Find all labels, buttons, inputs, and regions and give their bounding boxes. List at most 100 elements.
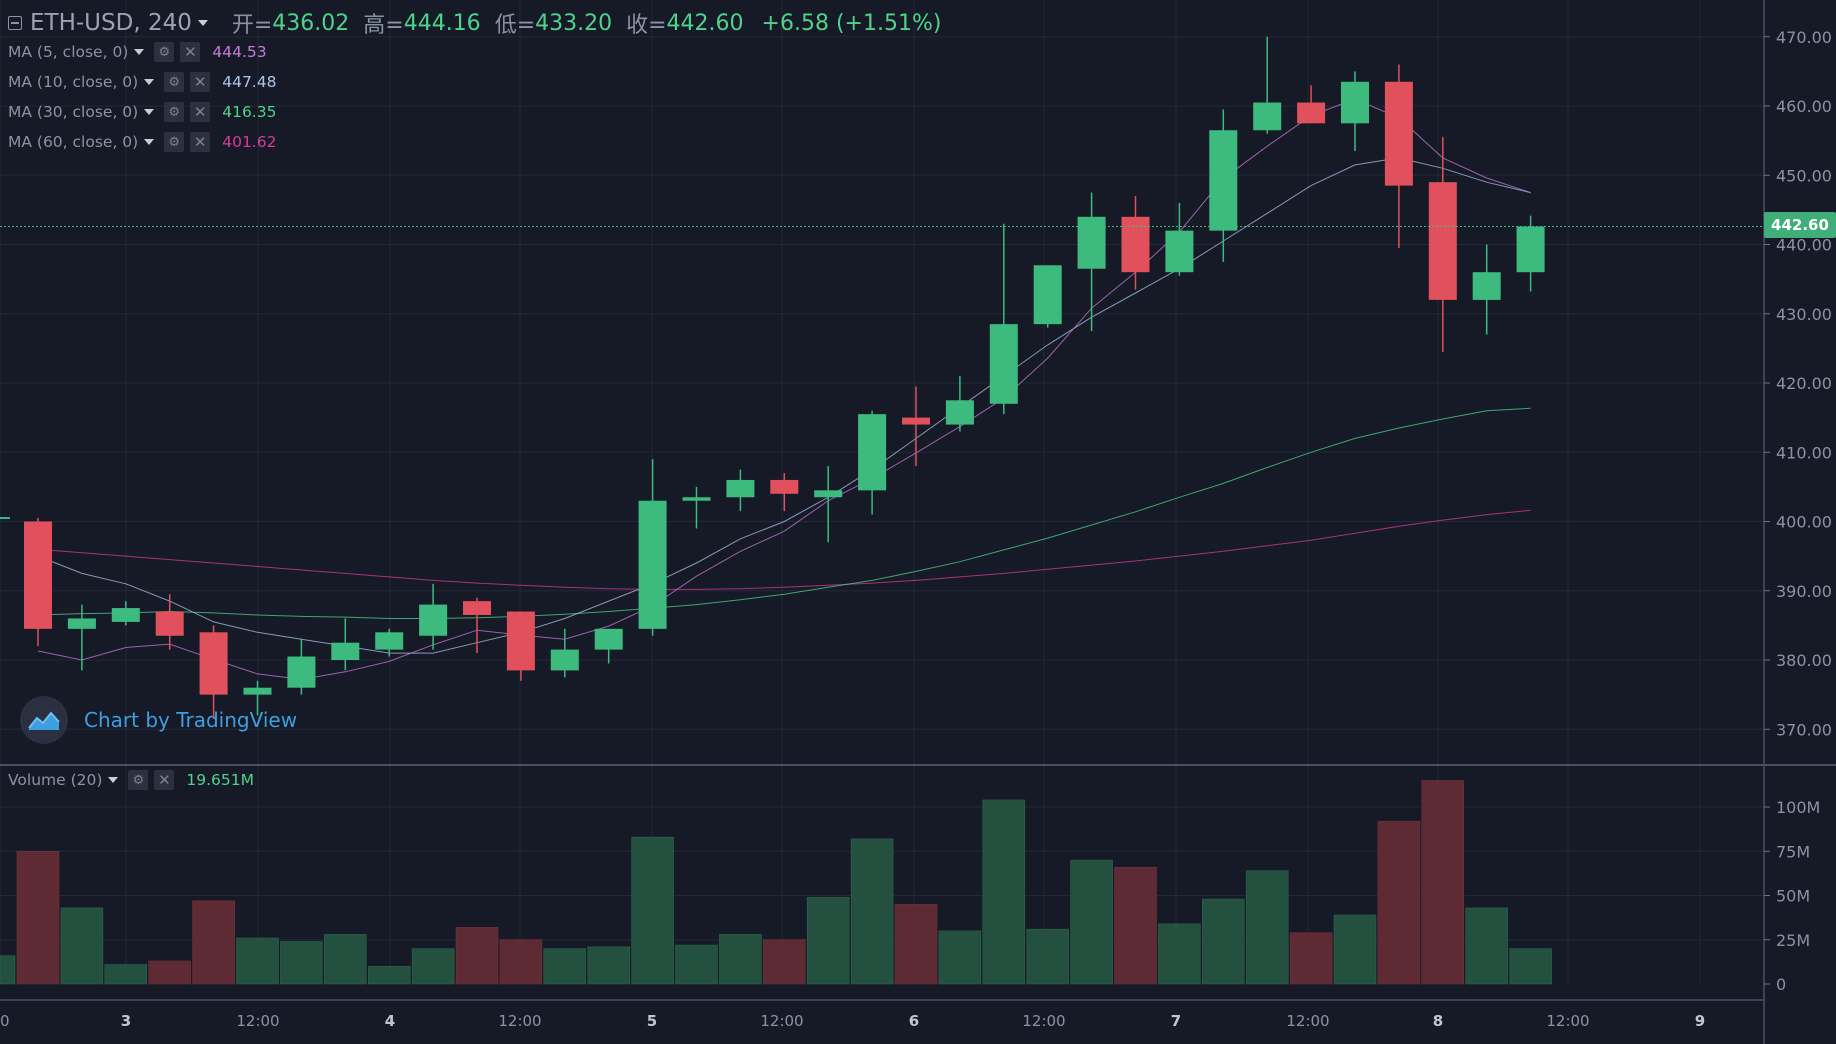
indicator-ma30[interactable]: MA (30, close, 0) ⚙ ✕ 416.35 [8, 100, 276, 124]
candle-body [814, 490, 843, 498]
candle [331, 618, 360, 671]
gear-icon[interactable]: ⚙ [164, 132, 185, 152]
low-label: 低= [494, 13, 536, 38]
volume-bar [719, 934, 762, 985]
candle [1297, 85, 1326, 124]
time-axis-label: 12:00 [1286, 1012, 1329, 1030]
close-icon[interactable]: ✕ [190, 72, 211, 92]
price-axis-label: 410.00 [1776, 443, 1832, 462]
high-value: 444.16 [403, 10, 481, 36]
collapse-legend-icon[interactable] [8, 16, 22, 30]
gear-icon[interactable]: ⚙ [154, 42, 175, 62]
volume-legend[interactable]: Volume (20) ⚙ ✕ 19.651M [8, 768, 254, 792]
candle [814, 466, 843, 543]
volume-bar [104, 964, 148, 985]
gear-icon[interactable]: ⚙ [128, 770, 149, 790]
candle-body [1253, 102, 1282, 131]
chevron-down-icon[interactable] [144, 79, 155, 85]
volume-bar [587, 946, 630, 985]
volume-bar [894, 904, 938, 985]
symbol-label[interactable]: ETH-USD, 240 [30, 10, 192, 36]
price-axis-label: 400.00 [1776, 513, 1832, 532]
candle-body [24, 521, 52, 629]
volume-bar [0, 955, 16, 985]
indicator-ma5[interactable]: MA (5, close, 0) ⚙ ✕ 444.53 [8, 40, 267, 64]
candle [506, 611, 535, 681]
open-label: 开= [231, 13, 273, 38]
ma60-line [37, 509, 1531, 590]
tradingview-logo-icon [20, 696, 68, 744]
time-axis-label: 6 [909, 1012, 919, 1030]
candle [199, 625, 228, 719]
gear-icon[interactable]: ⚙ [164, 72, 185, 92]
indicator-value: 416.35 [222, 103, 277, 121]
close-icon[interactable]: ✕ [154, 770, 175, 790]
close-icon[interactable]: ✕ [190, 132, 211, 152]
candle [945, 376, 974, 432]
indicator-ma10[interactable]: MA (10, close, 0) ⚙ ✕ 447.48 [8, 70, 276, 94]
volume-bar [367, 966, 411, 985]
indicator-label[interactable]: MA (5, close, 0) [8, 43, 129, 61]
candle-body [945, 400, 974, 425]
price-axis-label: 380.00 [1776, 651, 1832, 670]
candle [463, 597, 491, 654]
volume-axis-label: 75M [1776, 842, 1810, 861]
price-axis-label: 440.00 [1776, 236, 1832, 255]
candle [550, 628, 579, 678]
volume-bar [938, 930, 982, 985]
candle-body [463, 601, 491, 615]
time-axis-label: 8 [1433, 1012, 1443, 1030]
candle [1472, 244, 1501, 335]
tradingview-watermark[interactable]: Chart by TradingView [20, 696, 297, 744]
volume-bar [1158, 923, 1201, 985]
indicator-ma60[interactable]: MA (60, close, 0) ⚙ ✕ 401.62 [8, 130, 276, 154]
watermark-text[interactable]: Chart by TradingView [84, 708, 298, 732]
chevron-down-icon[interactable] [134, 49, 145, 55]
indicator-label[interactable]: MA (60, close, 0) [8, 133, 139, 151]
symbol-dropdown-icon[interactable] [197, 20, 208, 26]
candle [419, 583, 448, 650]
close-icon[interactable]: ✕ [190, 102, 211, 122]
candle-body [1121, 216, 1150, 273]
indicator-label[interactable]: MA (30, close, 0) [8, 103, 139, 121]
price-axis-label: 450.00 [1776, 166, 1832, 185]
candle-body [419, 604, 448, 636]
chevron-down-icon[interactable] [144, 109, 155, 115]
time-axis-label: 12:00 [236, 1012, 279, 1030]
volume-bar [1245, 870, 1289, 985]
candle [682, 486, 711, 529]
volume-bar [1114, 866, 1157, 985]
close-icon[interactable]: ✕ [180, 42, 201, 62]
candle-body [1033, 265, 1062, 325]
volume-bar [1509, 948, 1552, 985]
candle [1384, 64, 1413, 248]
candle [638, 459, 667, 636]
candle [989, 223, 1018, 415]
time-axis-label: 12:00 [1546, 1012, 1589, 1030]
volume-bar [1421, 780, 1465, 985]
candle [858, 410, 887, 515]
time-axis-label: 00 [0, 1012, 10, 1030]
volume-bar [806, 897, 850, 985]
candle-body [726, 479, 755, 498]
price-axis-label: 470.00 [1776, 28, 1832, 47]
chevron-down-icon[interactable] [144, 139, 155, 145]
indicator-value: 444.53 [212, 43, 267, 61]
candle-body [111, 608, 140, 622]
candle-body [1516, 226, 1545, 273]
volume-bar [280, 941, 323, 985]
indicator-label[interactable]: MA (10, close, 0) [8, 73, 139, 91]
candle-body [594, 628, 623, 650]
gear-icon[interactable]: ⚙ [164, 102, 185, 122]
candle-body [902, 417, 930, 425]
chevron-down-icon[interactable] [108, 777, 119, 783]
volume-label[interactable]: Volume (20) [8, 771, 103, 789]
time-axis-label: 5 [647, 1012, 657, 1030]
candle [1077, 192, 1106, 332]
volume-bar [236, 937, 279, 985]
time-axis-label: 7 [1171, 1012, 1181, 1030]
candle-body [1472, 272, 1501, 300]
candle-body [506, 611, 535, 671]
